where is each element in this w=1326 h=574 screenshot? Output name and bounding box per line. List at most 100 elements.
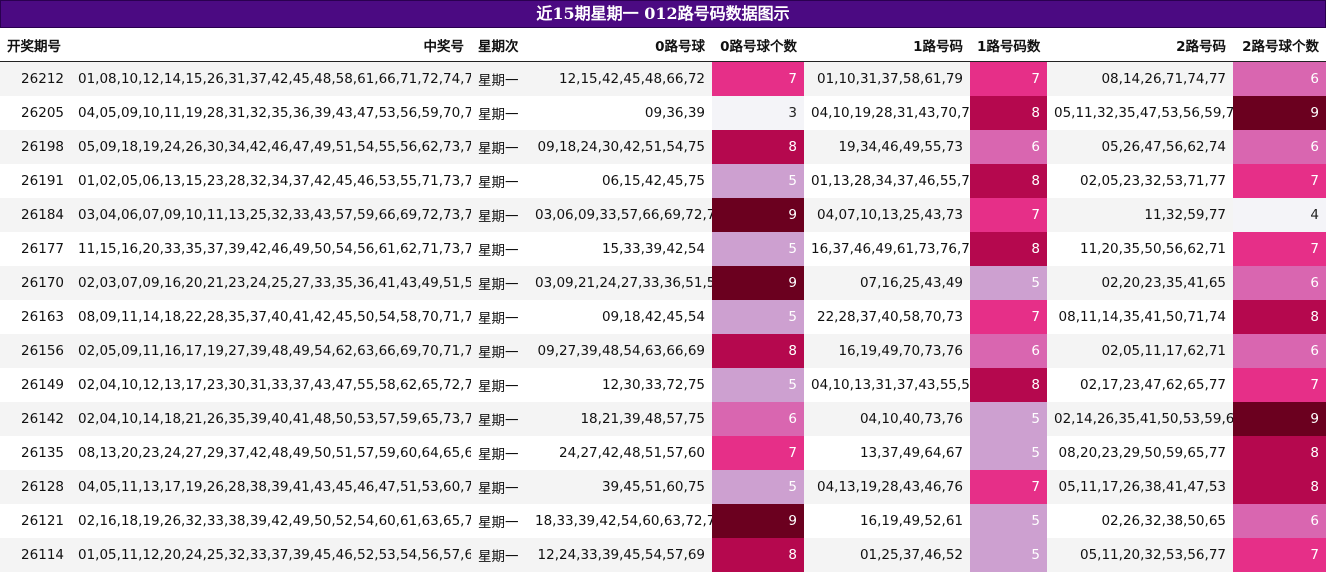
route0-balls-cell: 03,06,09,33,57,66,69,72,78: [528, 198, 712, 232]
weekday-cell: 星期一: [471, 164, 528, 198]
table-row: 26163 08,09,11,14,18,22,28,35,37,40,41,42…: [0, 300, 1326, 334]
route2-balls-cell: 11,20,35,50,56,62,71: [1047, 232, 1233, 266]
route0-balls-cell: 09,18,42,45,54: [528, 300, 712, 334]
route1-count-cell: 6: [970, 334, 1047, 368]
weekday-cell: 星期一: [471, 538, 528, 572]
table-row: 26170 02,03,07,09,16,20,21,23,24,25,27,33…: [0, 266, 1326, 300]
table-row: 26212 01,08,10,12,14,15,26,31,37,42,45,48…: [0, 61, 1326, 96]
period-cell: 26212: [0, 61, 71, 96]
numbers-cell: 08,09,11,14,18,22,28,35,37,40,41,42,45,5…: [71, 300, 471, 334]
header-period: 开奖期号: [0, 28, 71, 62]
weekday-cell: 星期一: [471, 232, 528, 266]
header-route1-count: 1路号码数: [970, 28, 1047, 62]
route1-count-cell: 8: [970, 96, 1047, 130]
period-cell: 26114: [0, 538, 71, 572]
route1-count-cell: 5: [970, 504, 1047, 538]
period-cell: 26177: [0, 232, 71, 266]
route2-count-cell: 7: [1233, 368, 1326, 402]
route0-count-cell: 6: [712, 402, 804, 436]
period-cell: 26135: [0, 436, 71, 470]
route1-balls-cell: 01,13,28,34,37,46,55,73: [804, 164, 970, 198]
weekday-cell: 星期一: [471, 61, 528, 96]
route0-balls-cell: 12,15,42,45,48,66,72: [528, 61, 712, 96]
route0-count-cell: 5: [712, 368, 804, 402]
weekday-cell: 星期一: [471, 266, 528, 300]
header-route2-count: 2路号球个数: [1233, 28, 1326, 62]
route1-balls-cell: 01,10,31,37,58,61,79: [804, 61, 970, 96]
numbers-cell: 01,02,05,06,13,15,23,28,32,34,37,42,45,4…: [71, 164, 471, 198]
period-cell: 26191: [0, 164, 71, 198]
route2-count-cell: 8: [1233, 436, 1326, 470]
route1-balls-cell: 07,16,25,43,49: [804, 266, 970, 300]
route0-balls-cell: 12,24,33,39,45,54,57,69: [528, 538, 712, 572]
numbers-cell: 01,08,10,12,14,15,26,31,37,42,45,48,58,6…: [71, 61, 471, 96]
route2-count-cell: 7: [1233, 164, 1326, 198]
route2-balls-cell: 08,20,23,29,50,59,65,77: [1047, 436, 1233, 470]
weekday-cell: 星期一: [471, 504, 528, 538]
route1-balls-cell: 04,10,19,28,31,43,70,79: [804, 96, 970, 130]
table-row: 26198 05,09,18,19,24,26,30,34,42,46,47,49…: [0, 130, 1326, 164]
table-row: 26142 02,04,10,14,18,21,26,35,39,40,41,48…: [0, 402, 1326, 436]
route2-balls-cell: 02,05,11,17,62,71: [1047, 334, 1233, 368]
route2-balls-cell: 05,26,47,56,62,74: [1047, 130, 1233, 164]
route1-count-cell: 5: [970, 402, 1047, 436]
table-row: 26121 02,16,18,19,26,32,33,38,39,42,49,50…: [0, 504, 1326, 538]
route1-count-cell: 5: [970, 266, 1047, 300]
weekday-cell: 星期一: [471, 198, 528, 232]
route2-count-cell: 6: [1233, 504, 1326, 538]
weekday-cell: 星期一: [471, 436, 528, 470]
route1-count-cell: 8: [970, 164, 1047, 198]
numbers-cell: 05,09,18,19,24,26,30,34,42,46,47,49,51,5…: [71, 130, 471, 164]
table-row: 26191 01,02,05,06,13,15,23,28,32,34,37,42…: [0, 164, 1326, 198]
route2-count-cell: 8: [1233, 470, 1326, 504]
weekday-cell: 星期一: [471, 402, 528, 436]
period-cell: 26184: [0, 198, 71, 232]
route1-count-cell: 8: [970, 368, 1047, 402]
route2-count-cell: 6: [1233, 266, 1326, 300]
route0-count-cell: 7: [712, 436, 804, 470]
route0-balls-cell: 03,09,21,24,27,33,36,51,57: [528, 266, 712, 300]
route2-count-cell: 7: [1233, 538, 1326, 572]
route1-count-cell: 7: [970, 300, 1047, 334]
route0-balls-cell: 18,21,39,48,57,75: [528, 402, 712, 436]
route2-balls-cell: 11,32,59,77: [1047, 198, 1233, 232]
route1-balls-cell: 04,10,40,73,76: [804, 402, 970, 436]
route2-count-cell: 6: [1233, 334, 1326, 368]
page-title: 近15期星期一 012路号码数据图示: [0, 0, 1326, 28]
route0-count-cell: 5: [712, 470, 804, 504]
route0-count-cell: 9: [712, 198, 804, 232]
route0-count-cell: 7: [712, 61, 804, 96]
numbers-cell: 02,16,18,19,26,32,33,38,39,42,49,50,52,5…: [71, 504, 471, 538]
table-header-row: 开奖期号 中奖号 星期次 0路号球 0路号球个数 1路号码 1路号码数 2路号码…: [0, 28, 1326, 62]
header-route1-balls: 1路号码: [804, 28, 970, 62]
period-cell: 26205: [0, 96, 71, 130]
route1-balls-cell: 16,37,46,49,61,73,76,79: [804, 232, 970, 266]
numbers-cell: 02,03,07,09,16,20,21,23,24,25,27,33,35,3…: [71, 266, 471, 300]
period-cell: 26121: [0, 504, 71, 538]
table-row: 26128 04,05,11,13,17,19,26,28,38,39,41,43…: [0, 470, 1326, 504]
route1-balls-cell: 16,19,49,52,61: [804, 504, 970, 538]
route0-balls-cell: 09,18,24,30,42,51,54,75: [528, 130, 712, 164]
route1-balls-cell: 04,13,19,28,43,46,76: [804, 470, 970, 504]
header-route0-count: 0路号球个数: [712, 28, 804, 62]
route1-balls-cell: 16,19,49,70,73,76: [804, 334, 970, 368]
weekday-cell: 星期一: [471, 300, 528, 334]
route1-balls-cell: 13,37,49,64,67: [804, 436, 970, 470]
period-cell: 26142: [0, 402, 71, 436]
period-cell: 26163: [0, 300, 71, 334]
route0-count-cell: 3: [712, 96, 804, 130]
route1-balls-cell: 04,10,13,31,37,43,55,58: [804, 368, 970, 402]
route0-count-cell: 5: [712, 300, 804, 334]
route2-balls-cell: 02,17,23,47,62,65,77: [1047, 368, 1233, 402]
data-table: 开奖期号 中奖号 星期次 0路号球 0路号球个数 1路号码 1路号码数 2路号码…: [0, 28, 1326, 572]
weekday-cell: 星期一: [471, 368, 528, 402]
numbers-cell: 02,04,10,12,13,17,23,30,31,33,37,43,47,5…: [71, 368, 471, 402]
route0-balls-cell: 12,30,33,72,75: [528, 368, 712, 402]
route2-count-cell: 6: [1233, 130, 1326, 164]
route1-balls-cell: 04,07,10,13,25,43,73: [804, 198, 970, 232]
route0-count-cell: 5: [712, 232, 804, 266]
route0-count-cell: 8: [712, 334, 804, 368]
route0-count-cell: 9: [712, 504, 804, 538]
route1-balls-cell: 01,25,37,46,52: [804, 538, 970, 572]
route2-balls-cell: 02,26,32,38,50,65: [1047, 504, 1233, 538]
